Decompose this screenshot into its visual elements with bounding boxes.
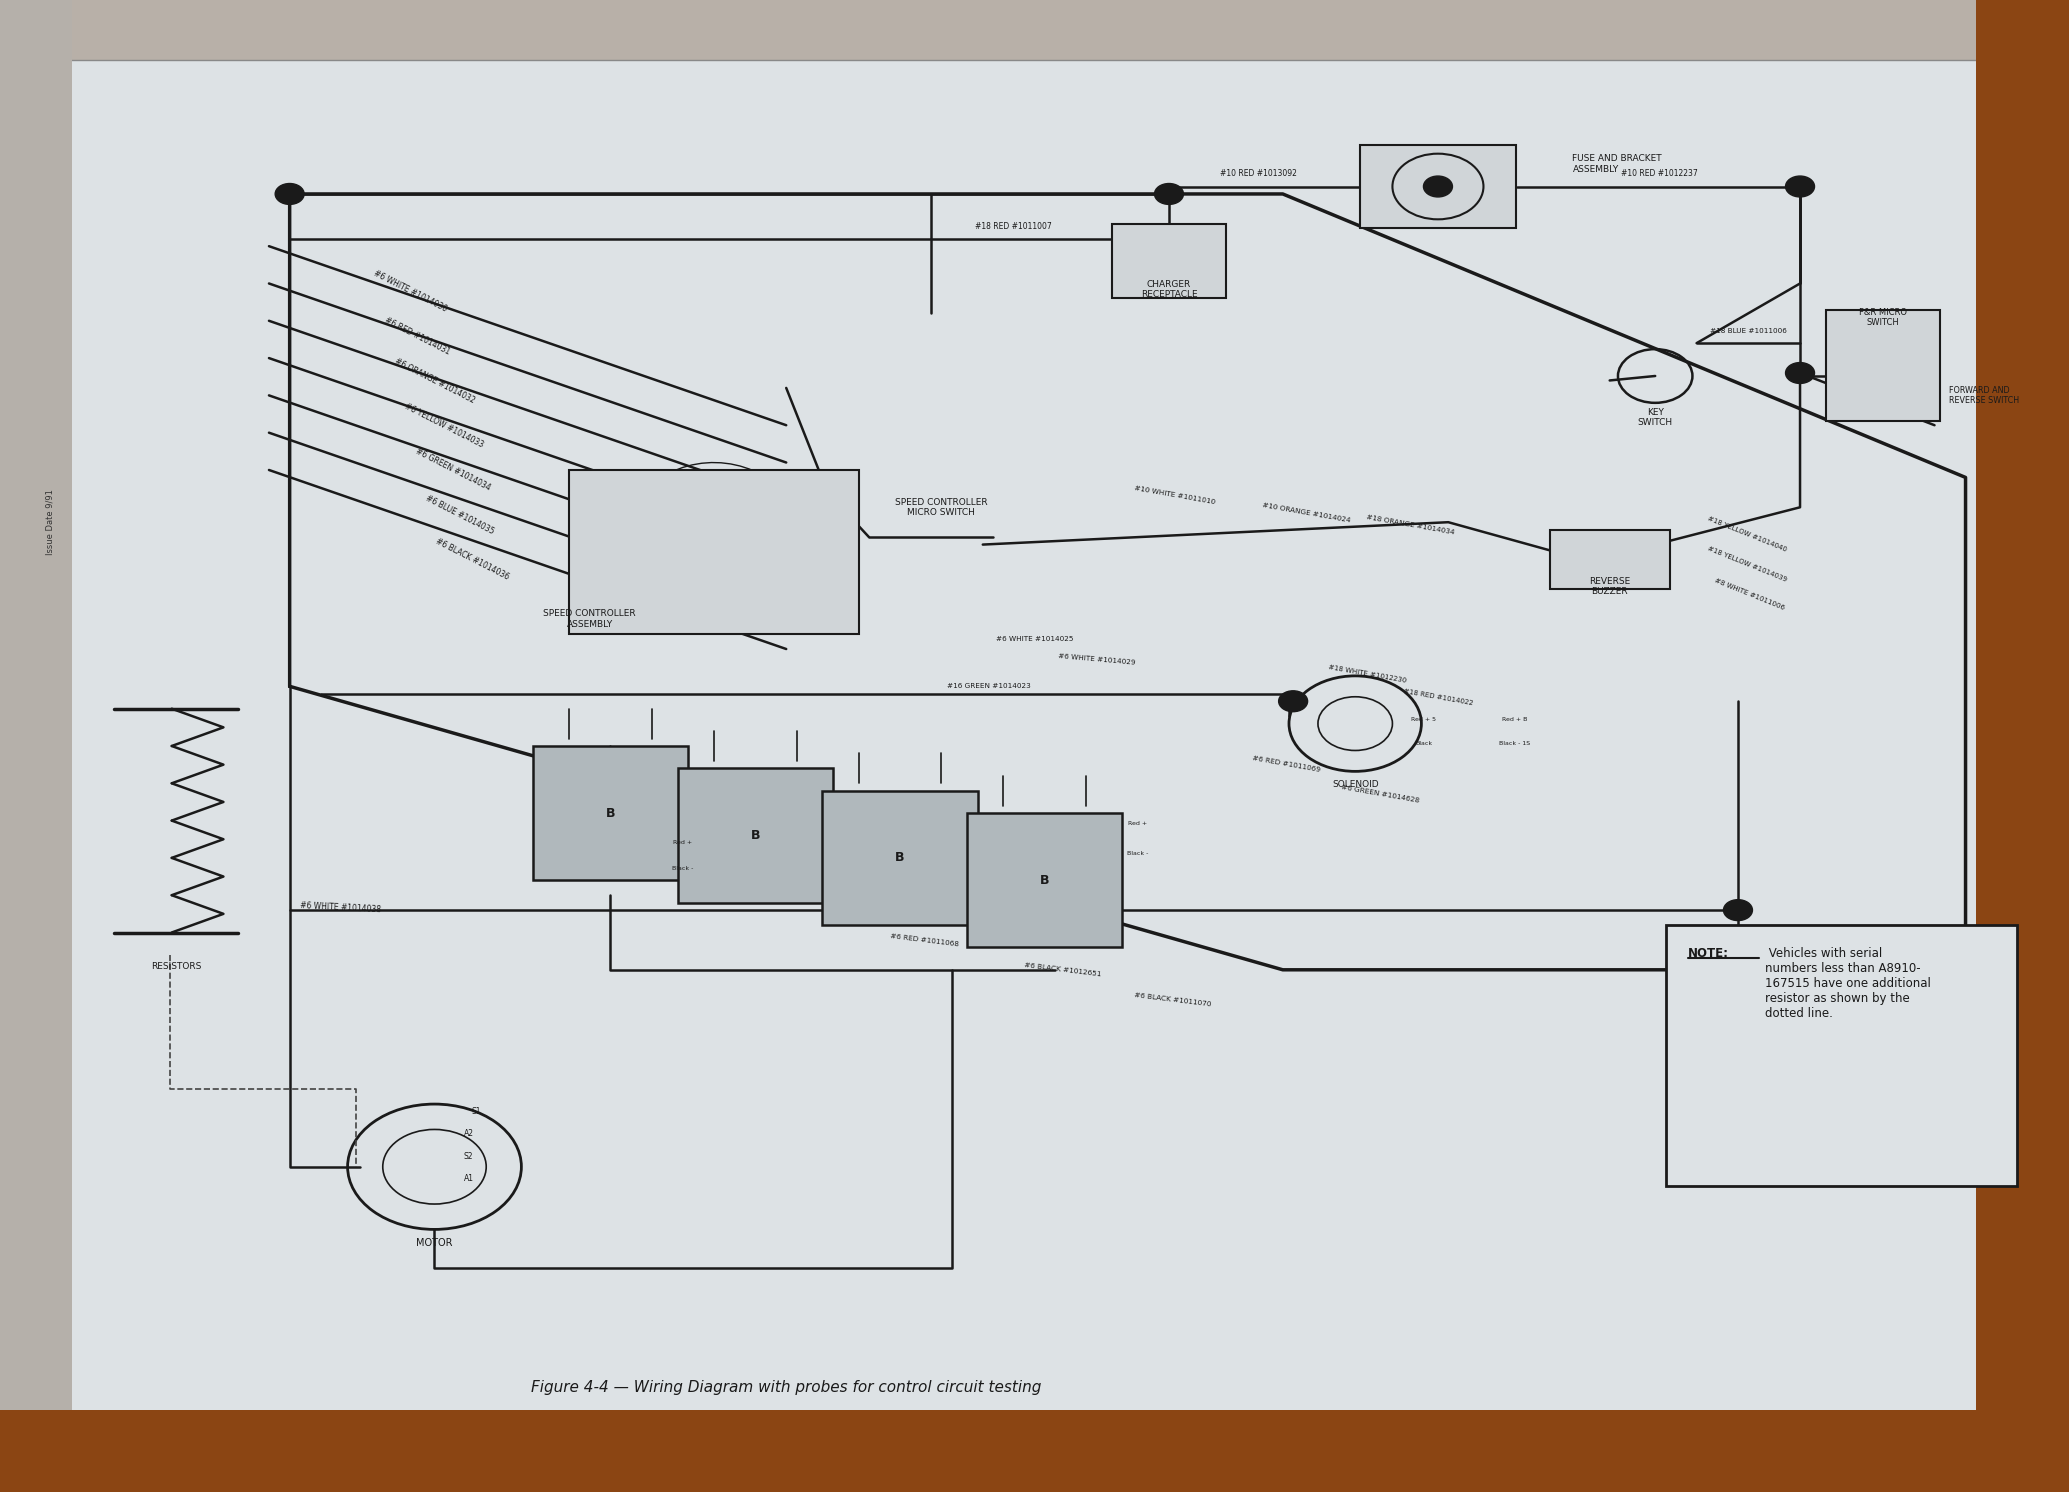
Text: Red +: Red + (672, 840, 693, 846)
Text: #6 WHITE #1014029: #6 WHITE #1014029 (1057, 653, 1136, 665)
Text: #6 ORANGE #1014032: #6 ORANGE #1014032 (393, 357, 476, 404)
Text: #6 BLACK #1014036: #6 BLACK #1014036 (434, 537, 511, 582)
Bar (1550, 530, 1670, 589)
Text: SPEED CONTROLLER
MICRO SWITCH: SPEED CONTROLLER MICRO SWITCH (896, 497, 987, 518)
Text: #10 ORANGE #1014024: #10 ORANGE #1014024 (1262, 503, 1351, 524)
Bar (1827, 310, 1941, 421)
Text: Black - 1S: Black - 1S (1498, 740, 1531, 746)
Text: KEY
SWITCH: KEY SWITCH (1639, 407, 1672, 428)
Text: #6 RED #1011068: #6 RED #1011068 (890, 932, 958, 947)
Bar (679, 768, 832, 903)
Text: B: B (751, 830, 759, 841)
Text: #6 GREEN #1014628: #6 GREEN #1014628 (1341, 783, 1419, 804)
Text: Red + B: Red + B (1502, 716, 1527, 722)
Bar (968, 813, 1121, 947)
Text: #6 BLUE #1014035: #6 BLUE #1014035 (424, 494, 494, 536)
Circle shape (275, 184, 304, 204)
Text: Black -: Black - (672, 865, 693, 871)
Text: Figure 4-4 — Wiring Diagram with probes for control circuit testing: Figure 4-4 — Wiring Diagram with probes … (532, 1380, 1041, 1395)
Text: #6 GREEN #1014034: #6 GREEN #1014034 (414, 448, 492, 492)
Text: CHARGER
RECEPTACLE: CHARGER RECEPTACLE (1140, 279, 1198, 300)
Bar (823, 791, 977, 925)
Text: FUSE AND BRACKET
ASSEMBLY: FUSE AND BRACKET ASSEMBLY (1572, 154, 1661, 175)
Bar (0, 0, 72, 1492)
Text: #18 BLUE #1011006: #18 BLUE #1011006 (1709, 328, 1788, 334)
Text: #18 RED #1011007: #18 RED #1011007 (974, 222, 1053, 231)
Bar (534, 746, 689, 880)
Text: #10 RED #1013092: #10 RED #1013092 (1219, 169, 1297, 178)
Text: Vehicles with serial
numbers less than A8910-
167515 have one additional
resisto: Vehicles with serial numbers less than A… (1765, 947, 1930, 1021)
Text: #6 BLACK #1012651: #6 BLACK #1012651 (1024, 962, 1103, 977)
Text: F&R MICRO
SWITCH: F&R MICRO SWITCH (1858, 307, 1908, 328)
Text: #18 RED #1014022: #18 RED #1014022 (1403, 688, 1473, 706)
Bar (1666, 925, 2017, 1186)
Text: Black: Black (1415, 740, 1432, 746)
Text: B: B (896, 852, 904, 864)
Bar (1361, 145, 1515, 227)
Text: #6 BLACK #1011070: #6 BLACK #1011070 (1134, 992, 1212, 1007)
Text: #18 YELLOW #1014039: #18 YELLOW #1014039 (1707, 545, 1788, 583)
Text: B: B (1041, 874, 1049, 886)
Circle shape (1279, 691, 1308, 712)
Text: SPEED CONTROLLER
ASSEMBLY: SPEED CONTROLLER ASSEMBLY (544, 609, 635, 630)
Text: Red + 5: Red + 5 (1411, 716, 1436, 722)
Text: S1: S1 (472, 1107, 482, 1116)
Text: #18 YELLOW #1014040: #18 YELLOW #1014040 (1707, 515, 1788, 554)
Bar (1113, 224, 1225, 298)
Text: FORWARD AND
REVERSE SWITCH: FORWARD AND REVERSE SWITCH (1949, 385, 2019, 406)
Bar (1976, 0, 2069, 1492)
Text: #6 RED #1011069: #6 RED #1011069 (1252, 755, 1320, 773)
Circle shape (1786, 363, 1815, 383)
Text: REVERSE
BUZZER: REVERSE BUZZER (1589, 576, 1630, 597)
Circle shape (1423, 176, 1452, 197)
Text: NOTE:: NOTE: (1688, 947, 1730, 961)
Text: Black -: Black - (1128, 850, 1148, 856)
Text: A2: A2 (463, 1129, 474, 1138)
Text: MOTOR: MOTOR (416, 1238, 453, 1247)
Text: #6 WHITE #1014030: #6 WHITE #1014030 (372, 269, 449, 313)
Circle shape (1723, 900, 1752, 921)
Text: #16 GREEN #1014023: #16 GREEN #1014023 (948, 683, 1030, 689)
Polygon shape (62, 60, 2007, 1417)
Text: Red +: Red + (1128, 821, 1148, 827)
Text: #10 WHITE #1011010: #10 WHITE #1011010 (1134, 485, 1217, 506)
Text: #6 WHITE #1014025: #6 WHITE #1014025 (995, 636, 1074, 642)
Text: B: B (606, 807, 614, 819)
Text: #10 RED #1012237: #10 RED #1012237 (1620, 169, 1699, 178)
Circle shape (1155, 184, 1183, 204)
Text: RESISTORS: RESISTORS (151, 962, 201, 971)
Bar (569, 470, 859, 634)
Bar (0, 1410, 2069, 1492)
Text: #6 YELLOW #1014033: #6 YELLOW #1014033 (403, 401, 486, 449)
Text: SOLENOID: SOLENOID (1332, 780, 1378, 789)
Text: #6 RED #1014031: #6 RED #1014031 (383, 315, 451, 357)
Text: #18 WHITE #1012230: #18 WHITE #1012230 (1328, 664, 1407, 685)
Text: #8 WHITE #1011006: #8 WHITE #1011006 (1713, 577, 1786, 610)
Text: #18 ORANGE #1014034: #18 ORANGE #1014034 (1366, 515, 1455, 536)
Circle shape (1786, 176, 1815, 197)
Text: Issue Date 9/91: Issue Date 9/91 (46, 489, 54, 555)
Text: S2: S2 (463, 1152, 474, 1161)
Text: A1: A1 (463, 1174, 474, 1183)
Text: #6 WHITE #1014038: #6 WHITE #1014038 (300, 901, 381, 913)
